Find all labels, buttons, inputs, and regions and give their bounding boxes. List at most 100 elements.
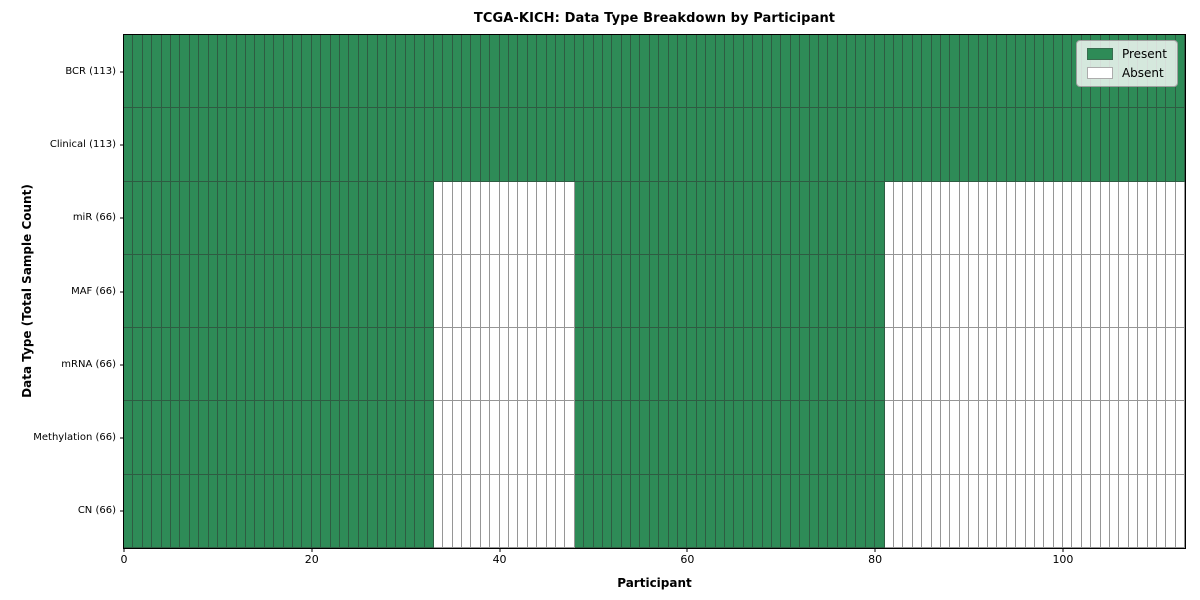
heatmap-cell-present: [875, 35, 885, 109]
heatmap-cell-present: [771, 181, 782, 255]
heatmap-cell-present: [621, 401, 632, 475]
heatmap-cell-present: [424, 35, 434, 109]
heatmap-cell-absent: [1110, 181, 1120, 255]
heatmap-cell-present: [800, 401, 810, 475]
heatmap-cell-absent: [471, 401, 481, 475]
heatmap-cell-present: [809, 328, 819, 402]
heatmap-cell-present: [180, 328, 190, 402]
heatmap-cell-present: [593, 401, 603, 475]
heatmap-cell-present: [875, 328, 885, 402]
heatmap-cell-absent: [546, 254, 556, 329]
x-tick-mark: [874, 548, 876, 552]
legend: Present Absent: [1075, 40, 1178, 87]
heatmap-cell-present: [283, 328, 294, 402]
heatmap-row-cn: [124, 474, 1186, 548]
heatmap-cell-absent: [490, 254, 500, 329]
heatmap-cell-present: [142, 474, 153, 548]
heatmap-cell-present: [1119, 108, 1129, 182]
heatmap-cell-present: [339, 401, 350, 475]
heatmap-cell-present: [227, 181, 237, 255]
heatmap-cell-absent: [940, 181, 951, 255]
heatmap-cell-present: [678, 181, 688, 255]
heatmap-cell-absent: [1166, 181, 1176, 255]
heatmap-cell-present: [856, 181, 866, 255]
heatmap-cell-present: [809, 108, 819, 182]
heatmap-cell-present: [734, 474, 744, 548]
heatmap-cell-present: [753, 401, 763, 475]
heatmap-cell-present: [124, 328, 134, 402]
heatmap-cell-present: [1100, 108, 1111, 182]
heatmap-cell-absent: [1034, 401, 1045, 475]
heatmap-cell-present: [602, 254, 613, 329]
heatmap-cell-present: [518, 108, 528, 182]
heatmap-cell-present: [574, 401, 585, 475]
heatmap-cell-absent: [555, 401, 566, 475]
heatmap-cell-present: [471, 108, 481, 182]
heatmap-cell-absent: [490, 328, 500, 402]
heatmap-cell-absent: [1025, 474, 1035, 548]
heatmap-cell-present: [706, 474, 716, 548]
heatmap-cell-present: [593, 254, 603, 329]
heatmap-cell-present: [199, 401, 209, 475]
heatmap-cell-present: [293, 181, 303, 255]
heatmap-cell-present: [818, 108, 829, 182]
heatmap-cell-absent: [1006, 401, 1017, 475]
heatmap-cell-present: [133, 474, 143, 548]
heatmap-cell-absent: [1119, 254, 1129, 329]
heatmap-cell-absent: [1016, 474, 1026, 548]
heatmap-cell-present: [170, 254, 181, 329]
heatmap-cell-present: [734, 181, 744, 255]
heatmap-cell-present: [922, 108, 932, 182]
heatmap-cell-present: [499, 35, 510, 109]
legend-item-present: Present: [1086, 48, 1167, 60]
heatmap-cell-absent: [452, 254, 463, 329]
heatmap-cell-present: [405, 181, 416, 255]
heatmap-cell-present: [161, 254, 171, 329]
heatmap-cell-absent: [884, 181, 895, 255]
heatmap-cell-present: [124, 35, 134, 109]
heatmap-cell-present: [349, 401, 359, 475]
heatmap-cell-present: [302, 254, 312, 329]
heatmap-cell-present: [640, 108, 650, 182]
heatmap-cell-present: [339, 474, 350, 548]
heatmap-rows: [124, 35, 1186, 548]
heatmap-cell-present: [725, 108, 735, 182]
heatmap-row-maf: [124, 254, 1186, 329]
heatmap-cell-present: [865, 474, 876, 548]
heatmap-cell-present: [199, 474, 209, 548]
heatmap-cell-present: [593, 108, 603, 182]
heatmap-cell-present: [818, 328, 829, 402]
heatmap-cell-present: [415, 328, 425, 402]
heatmap-cell-present: [368, 401, 378, 475]
heatmap-cell-present: [264, 181, 275, 255]
heatmap-cell-absent: [565, 328, 575, 402]
heatmap-cell-absent: [950, 401, 960, 475]
heatmap-cell-present: [142, 254, 153, 329]
heatmap-cell-absent: [480, 254, 491, 329]
y-tick-mark: [120, 437, 124, 439]
heatmap-cell-present: [1110, 108, 1120, 182]
heatmap-cell-present: [631, 35, 641, 109]
heatmap-cell-present: [753, 328, 763, 402]
heatmap-cell-present: [649, 108, 660, 182]
heatmap-cell-present: [480, 35, 491, 109]
heatmap-cell-absent: [969, 401, 979, 475]
heatmap-cell-absent: [1156, 181, 1167, 255]
heatmap-cell-present: [396, 254, 406, 329]
heatmap-cell-absent: [490, 401, 500, 475]
heatmap-cell-absent: [884, 401, 895, 475]
heatmap-cell-absent: [471, 254, 481, 329]
heatmap-cell-present: [612, 108, 622, 182]
heatmap-cell-present: [649, 328, 660, 402]
heatmap-cell-present: [753, 35, 763, 109]
heatmap-cell-absent: [546, 181, 556, 255]
heatmap-cell-present: [471, 35, 481, 109]
heatmap-cell-present: [856, 108, 866, 182]
heatmap-cell-present: [255, 108, 265, 182]
heatmap-cell-absent: [931, 328, 941, 402]
heatmap-cell-present: [170, 474, 181, 548]
heatmap-cell-present: [696, 108, 707, 182]
heatmap-cell-present: [246, 108, 256, 182]
heatmap-cell-absent: [884, 328, 895, 402]
heatmap-cell-present: [828, 474, 838, 548]
